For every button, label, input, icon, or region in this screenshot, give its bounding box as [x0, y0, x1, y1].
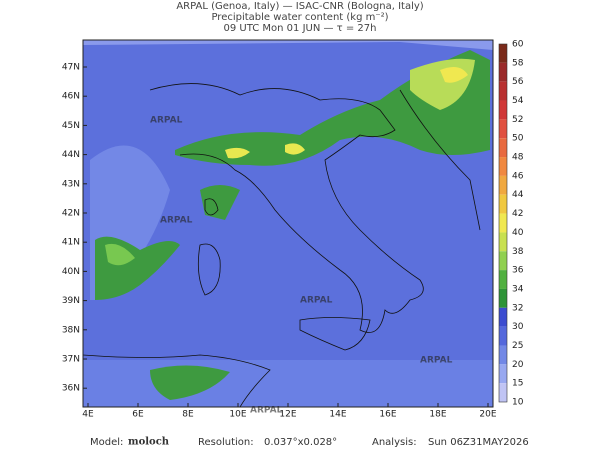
watermark: ARPAL [160, 216, 193, 226]
colorbar: 60 58 56 54 52 50 48 46 44 42 40 38 36 34 32 30 25 20 15 10 [498, 40, 524, 408]
colorbar-label: 20 [512, 360, 524, 370]
colorbar-bin [499, 175, 507, 195]
lon-label: 18E [429, 410, 446, 420]
footer-label: Analysis: [372, 437, 417, 448]
coastlines [82, 83, 481, 408]
header-line: ARPAL (Genoa, Italy) — ISAC-CNR (Bologna… [176, 1, 423, 12]
lon-label: 14E [329, 410, 346, 420]
lat-label: 39N [62, 296, 80, 306]
lon-label: 6E [132, 410, 144, 420]
colorbar-label: 10 [512, 398, 524, 408]
colorbar-label: 58 [512, 58, 524, 68]
colorbar-bin [499, 288, 507, 308]
lat-label: 43N [62, 179, 80, 189]
lon-label: 12E [279, 410, 296, 420]
colorbar-label: 15 [512, 379, 523, 389]
colorbar-bin [499, 62, 507, 82]
colorbar-label: 34 [512, 284, 524, 294]
lon-label: 8E [182, 410, 194, 420]
lat-label: 40N [62, 267, 80, 277]
header-line: 09 UTC Mon 01 JUN — τ = 27h [224, 23, 377, 34]
colorbar-bin [499, 364, 507, 384]
footer-value: 0.037°x0.028° [264, 437, 337, 448]
lon-labels: 4E 6E 8E 10E 12E 14E 16E 18E 20E [82, 403, 497, 420]
lon-label: 16E [379, 410, 396, 420]
colorbar-frame [498, 43, 508, 403]
lon-label: 4E [82, 410, 94, 420]
colorbar-bin [499, 213, 507, 233]
colorbar-bin [499, 326, 507, 346]
colorbar-label: 52 [512, 115, 523, 125]
watermark: ARPAL [150, 116, 183, 126]
lat-labels: 47N 46N 45N 44N 43N 42N 41N 40N 39N 38N 37N 36N ARPA… [62, 63, 453, 416]
colorbar-label: 32 [512, 303, 523, 313]
lat-label: 41N [62, 238, 80, 248]
colorbar-bin [499, 81, 507, 101]
colorbar-bin [499, 232, 507, 252]
colorbar-label: 25 [512, 341, 523, 351]
colorbar-label: 54 [512, 96, 524, 106]
colorbar-label: 40 [512, 228, 524, 238]
lat-label: 37N [62, 355, 80, 365]
watermark: ARPAL [250, 406, 283, 416]
colorbar-label: 48 [512, 153, 524, 163]
colorbar-bin [499, 383, 507, 402]
colorbar-label: 38 [512, 247, 524, 257]
colorbar-label: 50 [512, 134, 524, 144]
lat-label: 38N [62, 325, 80, 335]
colorbar-bin [499, 194, 507, 214]
lat-label: 47N [62, 63, 80, 73]
colorbar-bin [499, 251, 507, 271]
colorbar-label: 36 [512, 266, 524, 276]
colorbar-bin [499, 100, 507, 120]
colorbar-label: 56 [512, 77, 524, 87]
colorbar-label: 42 [512, 209, 523, 219]
colorbar-bin [499, 119, 507, 139]
lat-label: 36N [62, 384, 80, 394]
watermark: ARPAL [420, 356, 453, 366]
colorbar-bin [499, 157, 507, 176]
lon-label: 20E [479, 410, 496, 420]
lat-label: 45N [62, 121, 80, 131]
colorbar-label: 60 [512, 40, 524, 50]
colorbar-bin [499, 44, 507, 63]
footer-value: Sun 06Z31MAY2026 [428, 437, 529, 448]
colorbar-bin [499, 138, 507, 158]
lon-label: 10E [229, 410, 246, 420]
header-line: Precipitable water content (kg m⁻²) [211, 12, 388, 23]
lat-label: 44N [62, 150, 80, 160]
lat-label: 42N [62, 209, 80, 219]
colorbar-bin [499, 345, 507, 365]
watermark: ARPAL [300, 296, 333, 306]
colorbar-label: 44 [512, 190, 524, 200]
colorbar-bin [499, 307, 507, 327]
colorbar-label: 46 [512, 171, 524, 181]
footer-value: moloch [128, 437, 170, 448]
colorbar-bin [499, 270, 507, 289]
lat-label: 46N [62, 92, 80, 102]
map-field [83, 40, 493, 407]
colorbar-label: 30 [512, 322, 524, 332]
footer-label: Resolution: [198, 437, 254, 448]
footer-label: Model: [90, 437, 123, 448]
